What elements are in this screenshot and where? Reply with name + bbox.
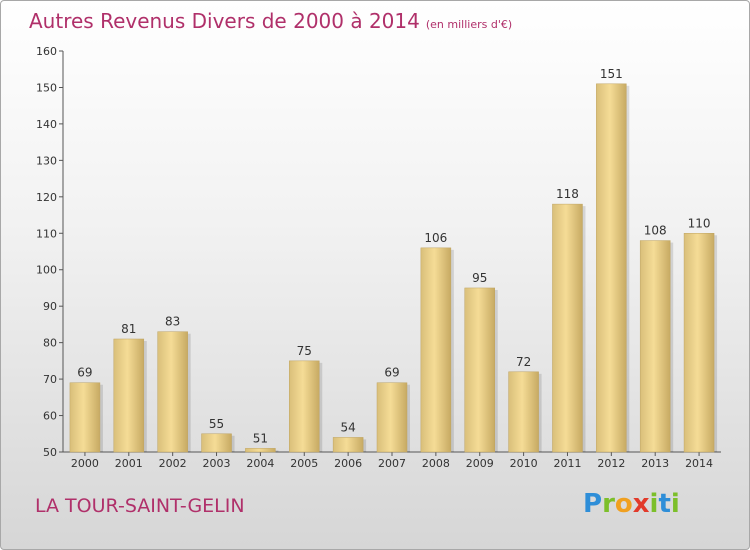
- x-tick-label: 2000: [71, 457, 99, 470]
- bar-2002: [157, 331, 188, 453]
- chart-title: Autres Revenus Divers de 2000 à 2014 (en …: [29, 9, 512, 33]
- data-label: 151: [600, 67, 623, 81]
- bar-2011: [552, 203, 583, 453]
- x-tick-label: 2009: [466, 457, 494, 470]
- chart-subtitle: (en milliers d'€): [425, 18, 513, 31]
- y-tick-label: 90: [43, 300, 57, 313]
- data-label: 51: [253, 431, 268, 445]
- chart-axes: 50 60 70 80 90 100 110 120 130 140 150 160: [36, 45, 721, 459]
- data-label: 83: [165, 315, 180, 329]
- data-label: 72: [516, 355, 531, 369]
- bar-2004: [245, 448, 276, 453]
- bar-2014: [683, 233, 715, 453]
- bar-2001: [113, 338, 145, 453]
- bar-2010: [508, 371, 539, 453]
- data-label: 81: [121, 322, 136, 336]
- proxiti-logo: Proxiti: [583, 489, 680, 519]
- x-tick-label: 2011: [553, 457, 581, 470]
- bar-2000: [69, 382, 101, 453]
- y-tick-label: 50: [43, 446, 57, 459]
- data-label: 54: [340, 420, 355, 434]
- x-tick-label: 2007: [378, 457, 406, 470]
- bar-2003: [201, 433, 232, 453]
- data-label: 95: [472, 271, 487, 285]
- y-tick-label: 150: [36, 81, 57, 94]
- y-tick-label: 80: [43, 337, 57, 350]
- data-label: 55: [209, 417, 224, 431]
- bar-2005: [289, 360, 320, 453]
- y-tick-label: 70: [43, 373, 57, 386]
- chart-title-text: Autres Revenus Divers de 2000 à 2014: [29, 9, 420, 33]
- x-tick-label: 2008: [422, 457, 450, 470]
- chart-bars: [69, 83, 718, 453]
- y-tick-label: 100: [36, 264, 57, 277]
- bar-2012: [596, 83, 627, 453]
- x-tick-label: 2001: [115, 457, 143, 470]
- y-tick-label: 120: [36, 191, 57, 204]
- x-tick-label: 2006: [334, 457, 362, 470]
- data-label: 118: [556, 187, 579, 201]
- x-tick-label: 2004: [246, 457, 274, 470]
- x-tick-label: 2003: [203, 457, 231, 470]
- y-tick-label: 140: [36, 118, 57, 131]
- x-tick-label: 2010: [510, 457, 538, 470]
- bar-2006: [332, 437, 364, 453]
- bar-2008: [420, 247, 452, 453]
- town-name: LA TOUR-SAINT-GELIN: [35, 495, 245, 517]
- x-tick-label: 2014: [685, 457, 713, 470]
- x-tick-label: 2005: [290, 457, 318, 470]
- x-tick-label: 2002: [159, 457, 187, 470]
- y-tick-label: 160: [36, 45, 57, 58]
- bar-2009: [464, 287, 495, 453]
- bar-2007: [376, 382, 408, 453]
- data-label: 110: [688, 216, 711, 230]
- data-label: 106: [424, 231, 447, 245]
- y-tick-label: 60: [43, 410, 57, 423]
- data-label: 69: [77, 366, 92, 380]
- y-tick-label: 110: [36, 227, 57, 240]
- chart-labels: 2000 69 2001 81 2002 83 2003 55 2004 51 2005 75 2006…: [71, 67, 713, 470]
- x-tick-label: 2012: [597, 457, 625, 470]
- x-tick-label: 2013: [641, 457, 669, 470]
- data-label: 75: [297, 344, 312, 358]
- data-label: 69: [384, 366, 399, 380]
- bar-2013: [639, 240, 671, 453]
- data-label: 108: [644, 224, 667, 238]
- y-tick-label: 130: [36, 154, 57, 167]
